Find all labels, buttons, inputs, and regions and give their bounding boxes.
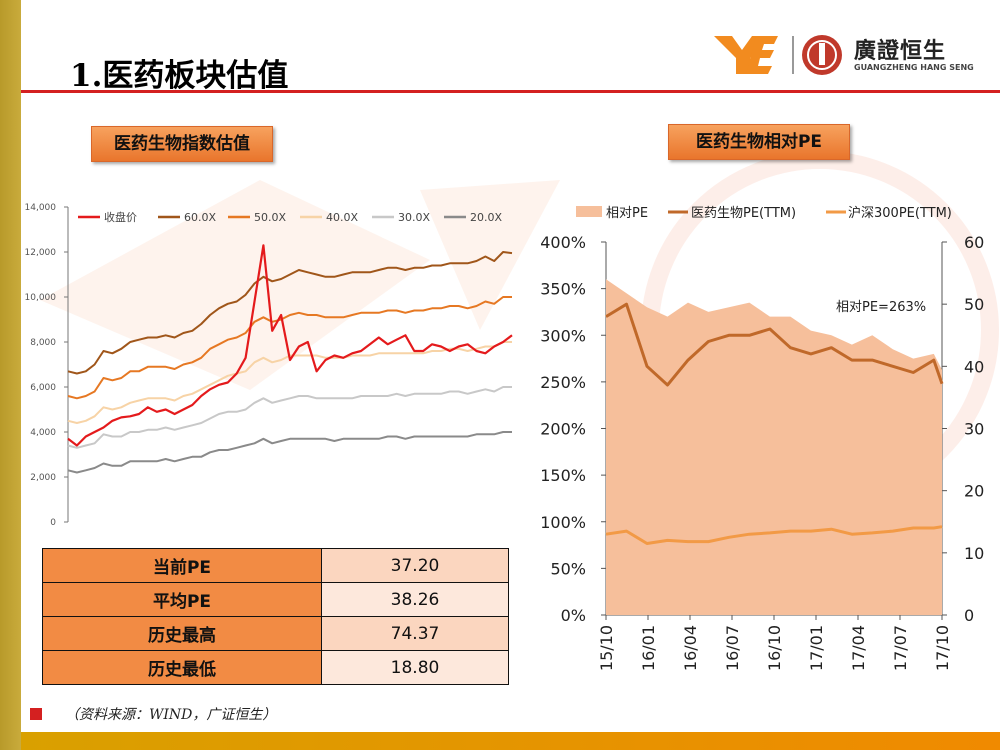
right-tick-label: 10 — [964, 544, 984, 563]
x-tick-label: 15/10 — [597, 625, 616, 671]
stat-value: 74.37 — [321, 616, 509, 651]
x-tick-label: 16/04 — [681, 625, 700, 671]
left-accent-bar — [0, 0, 21, 750]
series-line-收盘价 — [67, 244, 513, 447]
relative-pe-annotation: 相对PE=263% — [836, 300, 926, 315]
stat-label: 历史最低 — [42, 650, 322, 685]
series-line-50.0X — [67, 296, 512, 400]
stat-value: 38.26 — [321, 582, 509, 617]
table-row: 当前PE 37.20 — [42, 548, 509, 583]
brand-name-cn: 廣證恒生 — [854, 39, 947, 64]
x-tick-label: 16/01 — [639, 625, 658, 671]
brand-name-en: GUANGZHENG HANG SENG — [854, 63, 974, 72]
y-tick-label: 4,000 — [30, 428, 56, 438]
relative-pe-area — [606, 279, 942, 615]
series-line-30.0X — [67, 386, 512, 449]
y-tick-label: 2,000 — [30, 473, 56, 483]
left-tick-label: 50% — [550, 559, 586, 578]
stat-value: 37.20 — [321, 548, 509, 583]
left-tick-label: 100% — [540, 513, 586, 532]
source-note: （资料来源：WIND，广证恒生） — [65, 707, 277, 723]
stat-value: 18.80 — [321, 650, 509, 685]
legend-label: 相对PE — [606, 206, 648, 221]
right-tick-label: 40 — [964, 357, 984, 376]
left-tick-label: 0% — [561, 606, 586, 625]
x-tick-label: 17/04 — [849, 625, 868, 671]
legend-swatch — [576, 206, 602, 217]
table-row: 历史最高 74.37 — [42, 616, 509, 651]
y-tick-label: 8,000 — [30, 338, 56, 348]
left-chart-title-badge: 医药生物指数估值 — [91, 126, 273, 162]
right-tick-label: 30 — [964, 420, 984, 439]
y-tick-label: 6,000 — [30, 383, 56, 393]
stat-label: 平均PE — [42, 582, 322, 617]
x-tick-label: 17/10 — [933, 625, 952, 671]
legend-label: 医药生物PE(TTM) — [691, 206, 796, 221]
right-tick-label: 0 — [964, 606, 974, 625]
legend-label: 60.0X — [184, 211, 216, 224]
legend-label: 20.0X — [470, 211, 502, 224]
y-tick-label: 14,000 — [25, 203, 57, 213]
source-bullet-icon — [30, 708, 42, 720]
stat-label: 历史最高 — [42, 616, 322, 651]
x-tick-label: 16/07 — [723, 625, 742, 671]
left-tick-label: 400% — [540, 233, 586, 252]
series-line-40.0X — [67, 341, 512, 424]
right-chart-title-badge: 医药生物相对PE — [668, 124, 850, 160]
right-tick-label: 50 — [964, 295, 984, 314]
left-tick-label: 300% — [540, 326, 586, 345]
legend-label: 50.0X — [254, 211, 286, 224]
title-underline — [21, 90, 1000, 93]
left-tick-label: 350% — [540, 280, 586, 299]
x-tick-label: 17/01 — [807, 625, 826, 671]
series-line-沪深300PE(TTM) — [605, 525, 943, 545]
series-line-60.0X — [67, 251, 513, 375]
right-tick-label: 60 — [964, 233, 984, 252]
pe-stats-table: 当前PE 37.20 平均PE 38.26 历史最高 74.37 历史最低 18… — [42, 548, 509, 685]
left-tick-label: 200% — [540, 420, 586, 439]
legend-label: 40.0X — [326, 211, 358, 224]
stat-label: 当前PE — [42, 548, 322, 583]
valuation-line-chart: 0 2,000 4,000 6,000 8,000 10,000 12,000 14,000 收… — [25, 203, 513, 528]
legend-label: 收盘价 — [104, 210, 137, 224]
x-tick-label: 17/07 — [891, 625, 910, 671]
y-tick-label: 12,000 — [25, 248, 57, 258]
x-tick-label: 16/10 — [765, 625, 784, 671]
left-tick-label: 250% — [540, 373, 586, 392]
legend-label: 30.0X — [398, 211, 430, 224]
page-title: 1.医药板块估值 — [70, 58, 289, 94]
relative-pe-chart: 0% 50% 100% 150% 200% 250% 300% 350% 400% 0 10 20 30… — [540, 205, 984, 671]
table-row: 平均PE 38.26 — [42, 582, 509, 617]
series-line-20.0X — [67, 431, 512, 474]
table-row: 历史最低 18.80 — [42, 650, 509, 685]
left-tick-label: 150% — [540, 466, 586, 485]
brand-logo — [714, 35, 842, 75]
right-tick-label: 20 — [964, 482, 984, 501]
bottom-accent-bar — [21, 732, 1000, 750]
y-tick-label: 0 — [50, 518, 56, 528]
y-tick-label: 10,000 — [25, 293, 57, 303]
legend-label: 沪深300PE(TTM) — [848, 205, 952, 221]
series-line-医药生物PE(TTM) — [605, 302, 944, 387]
